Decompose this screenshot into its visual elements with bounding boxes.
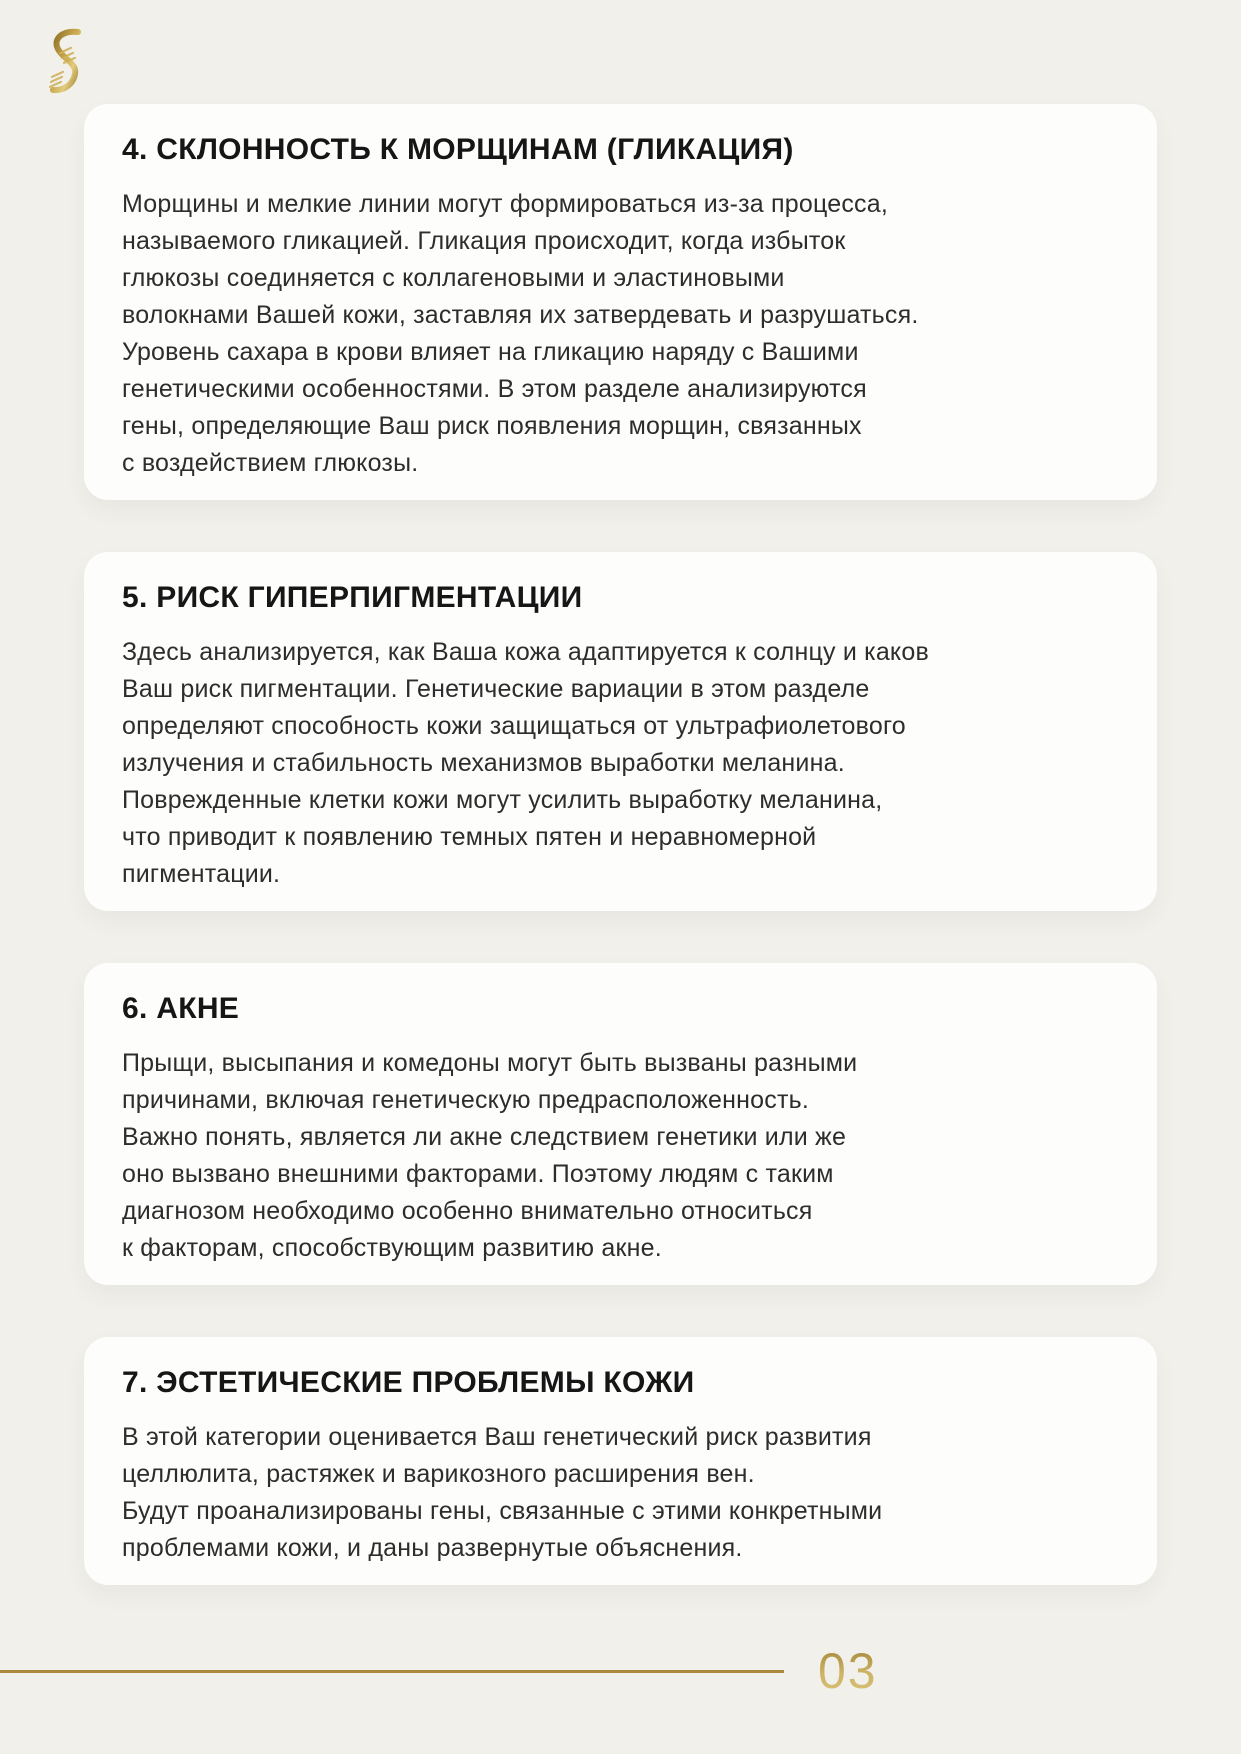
section-body: В этой категории оценивается Ваш генетич… — [122, 1423, 883, 1562]
section-title: 6. АКНЕ — [122, 992, 240, 1025]
section-title: 7. ЭСТЕТИЧЕСКИЕ ПРОБЛЕМЫ КОЖИ — [122, 1366, 695, 1399]
section-card-wrinkles-glycation: 4. СКЛОННОСТЬ К МОРЩИНАМ (ГЛИКАЦИЯ) Морщ… — [84, 104, 1157, 500]
sections-list: 4. СКЛОННОСТЬ К МОРЩИНАМ (ГЛИКАЦИЯ) Морщ… — [84, 104, 1157, 1637]
footer-divider — [0, 1670, 784, 1673]
section-card-acne: 6. АКНЕ Прыщи, высыпания и комедоны могу… — [84, 963, 1157, 1285]
section-title: 4. СКЛОННОСТЬ К МОРЩИНАМ (ГЛИКАЦИЯ) — [122, 133, 794, 166]
section-card-hyperpigmentation-risk: 5. РИСК ГИПЕРПИГМЕНТАЦИИ Здесь анализиру… — [84, 552, 1157, 911]
section-card-aesthetic-skin-problems: 7. ЭСТЕТИЧЕСКИЕ ПРОБЛЕМЫ КОЖИ В этой кат… — [84, 1337, 1157, 1585]
section-body: Прыщи, высыпания и комедоны могут быть в… — [122, 1049, 858, 1262]
section-body: Здесь анализируется, как Ваша кожа адапт… — [122, 638, 929, 888]
section-title: 5. РИСК ГИПЕРПИГМЕНТАЦИИ — [122, 581, 583, 614]
dna-logo-icon — [45, 28, 87, 96]
section-body: Морщины и мелкие линии могут формировать… — [122, 190, 919, 477]
page-number: 03 — [818, 1643, 878, 1699]
